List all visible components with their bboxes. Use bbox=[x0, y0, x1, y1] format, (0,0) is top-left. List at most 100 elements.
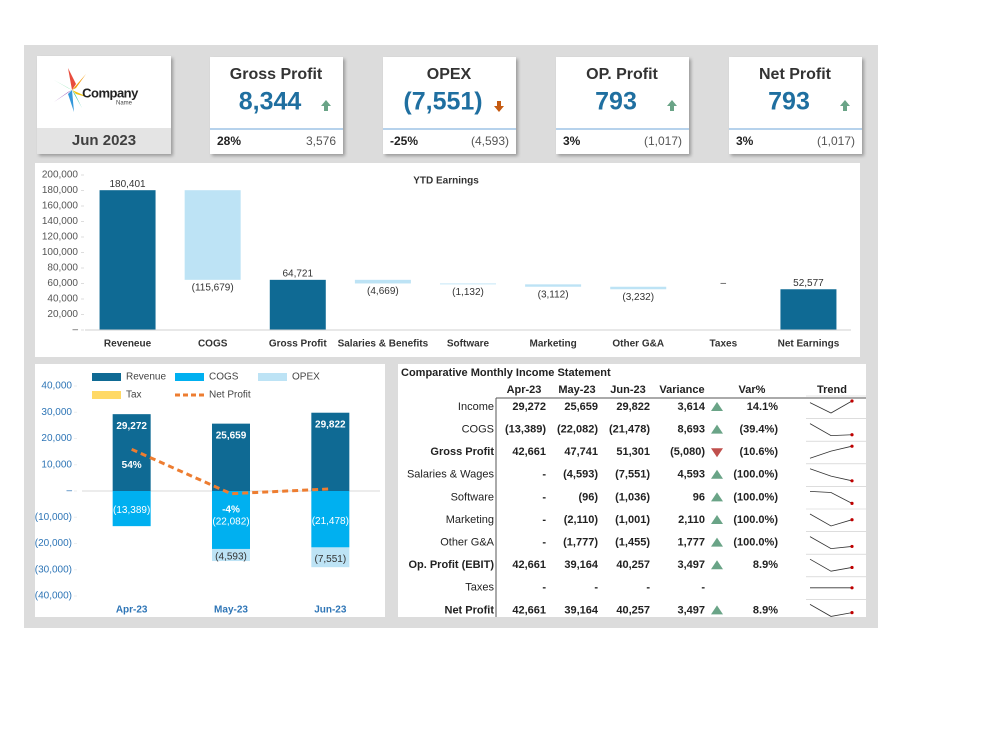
cell: 39,164 bbox=[564, 604, 599, 616]
row-label: Marketing bbox=[446, 514, 494, 526]
bar bbox=[112, 491, 151, 527]
arrow-up bbox=[711, 605, 723, 615]
kpi-value: 793 bbox=[768, 88, 810, 116]
legend-label: Tax bbox=[126, 390, 142, 401]
data-label: (22,082) bbox=[212, 517, 249, 528]
sparkline bbox=[809, 400, 853, 414]
chart-title: YTD Earnings bbox=[413, 176, 479, 187]
data-label: 29,822 bbox=[315, 419, 346, 430]
data-label: (4,669) bbox=[367, 286, 399, 297]
column-header: Variance bbox=[659, 384, 704, 396]
bar bbox=[212, 423, 250, 491]
variance: 1,777 bbox=[677, 537, 705, 549]
data-label: (4,593) bbox=[215, 552, 247, 563]
kpi-arrow-up bbox=[321, 100, 331, 111]
kpi-card bbox=[556, 57, 689, 154]
variance: 3,497 bbox=[677, 604, 705, 616]
bar bbox=[212, 491, 250, 549]
y-tick-label: 30,000 bbox=[41, 407, 72, 418]
x-tick-label: Apr-23 bbox=[116, 605, 148, 616]
x-tick-label: May-23 bbox=[214, 605, 248, 616]
combo-chart: 40,000 30,000 20,000 10,000 – (10,000) (20,000… bbox=[35, 372, 380, 616]
waterfall-chart: YTD Earnings – 20,000 40,000 60,000 80,000 100… bbox=[42, 170, 851, 350]
x-tick-label: Salaries & Benefits bbox=[338, 339, 429, 350]
variance: 3,614 bbox=[677, 401, 705, 413]
kpi-card bbox=[383, 57, 516, 154]
bar bbox=[610, 286, 667, 290]
y-tick-label: 40,000 bbox=[41, 381, 72, 392]
var-pct: (39.4%) bbox=[739, 424, 778, 436]
y-tick-label: 180,000 bbox=[42, 185, 79, 196]
logo-card: Company Name Jun 2023 bbox=[37, 56, 171, 154]
x-tick-label: Taxes bbox=[710, 339, 738, 350]
data-label: (13,389) bbox=[113, 505, 150, 516]
kpi-prior: 3,576 bbox=[306, 134, 336, 148]
kpi-pct: 28% bbox=[217, 134, 241, 148]
data-label: (7,551) bbox=[314, 554, 346, 565]
data-label: 180,401 bbox=[109, 179, 146, 190]
variance: - bbox=[701, 582, 705, 594]
data-label: (1,132) bbox=[452, 287, 484, 298]
y-tick-label: 140,000 bbox=[42, 216, 79, 227]
x-tick-label: Other G&A bbox=[612, 339, 664, 350]
kpi-cards: Gross Profit 8,344 28% 3,576 OPEX (7,551) -25%… bbox=[210, 57, 862, 154]
legend-label: COGS bbox=[209, 372, 239, 383]
y-tick-label: 10,000 bbox=[41, 459, 72, 470]
kpi-title: OPEX bbox=[427, 66, 472, 83]
sparkline-marker bbox=[850, 518, 854, 522]
sparkline-marker bbox=[850, 399, 854, 403]
y-tick-label: – bbox=[66, 486, 72, 497]
var-pct: 8.9% bbox=[753, 559, 778, 571]
cell: (22,082) bbox=[557, 424, 598, 436]
kpi-arrow-down bbox=[494, 101, 504, 112]
kpi-arrow-up bbox=[667, 100, 677, 111]
y-tick-label: 100,000 bbox=[42, 247, 79, 258]
data-label: – bbox=[721, 278, 727, 289]
arrow-up bbox=[711, 492, 723, 502]
column-header: May-23 bbox=[558, 384, 595, 396]
var-pct: (10.6%) bbox=[739, 446, 778, 458]
bar bbox=[184, 190, 241, 280]
y-tick-label: 200,000 bbox=[42, 170, 79, 181]
cell: - bbox=[542, 582, 546, 594]
table-title: Comparative Monthly Income Statement bbox=[401, 367, 611, 379]
cell: 42,661 bbox=[512, 604, 546, 616]
cell: (7,551) bbox=[615, 469, 650, 481]
bar bbox=[112, 414, 151, 491]
kpi-title: Gross Profit bbox=[230, 66, 323, 83]
x-tick-label: COGS bbox=[198, 339, 228, 350]
cell: - bbox=[542, 537, 546, 549]
cell: (2,110) bbox=[564, 514, 599, 526]
y-tick-label: (30,000) bbox=[35, 564, 72, 575]
y-tick-label: 40,000 bbox=[47, 294, 78, 305]
kpi-prior: (1,017) bbox=[817, 134, 855, 148]
legend-swatch bbox=[92, 373, 121, 381]
cell: (96) bbox=[578, 491, 598, 503]
row-label: Net Profit bbox=[445, 604, 495, 616]
arrow-up bbox=[711, 537, 723, 547]
variance: 8,693 bbox=[677, 424, 705, 436]
cell: 42,661 bbox=[512, 446, 546, 458]
var-pct: 14.1% bbox=[747, 401, 778, 413]
cell: - bbox=[594, 582, 598, 594]
column-header: Var% bbox=[739, 384, 766, 396]
cell: (1,036) bbox=[615, 491, 650, 503]
cell: 51,301 bbox=[616, 446, 650, 458]
y-tick-label: 60,000 bbox=[47, 278, 78, 289]
line bbox=[131, 447, 331, 496]
bar bbox=[269, 279, 326, 330]
variance: (5,080) bbox=[670, 446, 705, 458]
cell: (1,777) bbox=[563, 537, 598, 549]
cell: 39,164 bbox=[564, 559, 599, 571]
kpi-title: Net Profit bbox=[759, 66, 832, 83]
var-pct: (100.0%) bbox=[733, 491, 778, 503]
data-label: 54% bbox=[122, 460, 142, 471]
logo-star bbox=[54, 68, 90, 112]
arrow-up bbox=[711, 560, 723, 570]
column-header: Apr-23 bbox=[507, 384, 542, 396]
row-label: Taxes bbox=[465, 582, 494, 594]
arrow-up bbox=[711, 402, 723, 411]
x-tick-label: Jun-23 bbox=[314, 605, 347, 616]
var-pct: (100.0%) bbox=[733, 514, 778, 526]
